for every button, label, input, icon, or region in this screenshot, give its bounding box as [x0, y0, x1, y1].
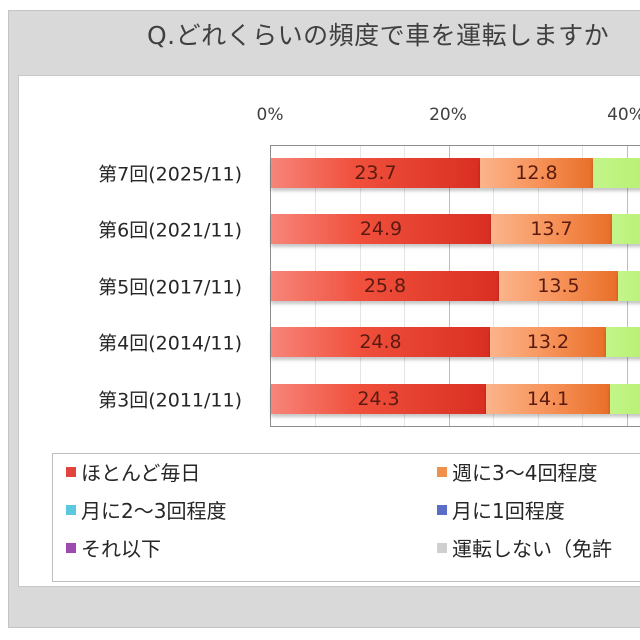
bar-daily: 23.7 — [271, 158, 480, 188]
bar-weekly: 13.5 — [499, 271, 618, 301]
legend-swatch-icon — [66, 542, 76, 553]
bar-daily: 25.8 — [271, 271, 499, 301]
bar-monthly-2-3 — [606, 327, 640, 357]
legend-item: 運転しない（免許 — [437, 533, 612, 562]
x-tick-20: 20% — [429, 105, 467, 125]
legend-item: ほとんど毎日 — [66, 457, 200, 486]
bar-daily: 24.9 — [271, 214, 491, 244]
legend-swatch-icon — [437, 504, 447, 515]
legend-item: 週に3～4回程度 — [437, 457, 597, 486]
legend-item: それ以下 — [66, 533, 161, 562]
bar-monthly-2-3 — [612, 214, 640, 244]
category-label: 第4回(2014/11) — [98, 332, 242, 355]
legend-swatch-icon — [437, 466, 447, 477]
bar-weekly: 12.8 — [480, 158, 593, 188]
legend-item: 月に2～3回程度 — [66, 495, 226, 524]
bar-monthly-2-3 — [618, 271, 640, 301]
legend-swatch-icon — [437, 542, 447, 553]
bar-monthly-2-3 — [593, 158, 640, 188]
category-label: 第3回(2011/11) — [98, 389, 242, 412]
legend-swatch-icon — [66, 466, 76, 477]
category-label: 第5回(2017/11) — [98, 276, 242, 299]
x-tick-0: 0% — [256, 105, 284, 125]
legend — [52, 453, 640, 582]
bar-daily: 24.8 — [271, 327, 490, 357]
legend-item: 月に1回程度 — [437, 495, 565, 524]
category-label: 第7回(2025/11) — [98, 163, 242, 186]
bar-weekly: 14.1 — [486, 384, 610, 414]
chart-title: Q.どれくらいの頻度で車を運転しますか — [147, 21, 610, 50]
bar-weekly: 13.2 — [490, 327, 606, 357]
bar-daily: 24.3 — [271, 384, 486, 414]
bar-monthly-2-3 — [610, 384, 640, 414]
bar-weekly: 13.7 — [491, 214, 612, 244]
x-tick-40: 40% — [607, 105, 640, 125]
legend-swatch-icon — [66, 504, 76, 515]
category-label: 第6回(2021/11) — [98, 219, 242, 242]
